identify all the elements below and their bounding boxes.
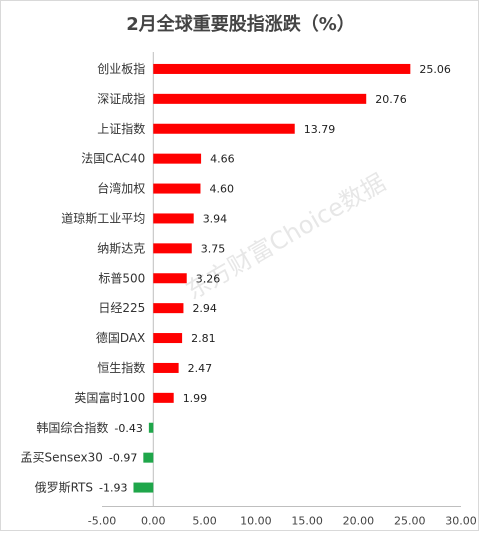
bar-12 [153,392,174,403]
category-label-12: 英国富时100 [74,390,145,405]
value-label-10: 2.81 [191,332,216,345]
bar-7 [153,243,192,254]
value-label-13: -0.43 [114,422,142,435]
category-label-8: 标普500 [98,271,145,285]
bar-15 [133,482,154,493]
x-tick-label-1: -5.00 [88,515,116,528]
x-tick-label-3: 5.00 [192,515,217,528]
value-label-8: 3.26 [196,272,221,285]
category-label-1: 创业板指 [97,61,145,76]
bar-10 [153,333,183,344]
category-label-9: 日经225 [98,301,145,315]
category-label-10: 德国DAX [96,330,145,345]
bar-8 [153,273,187,284]
bar-2 [153,93,367,104]
bar-4 [153,153,202,164]
x-tick-label-7: 25.00 [394,515,426,528]
value-label-7: 3.75 [201,242,226,255]
value-label-14: -0.97 [109,452,137,465]
bar-14 [143,452,154,463]
category-label-15: 俄罗斯RTS [35,481,93,495]
chart-title: 2月全球重要股指涨跌（%） [126,14,355,35]
category-label-7: 纳斯达克 [97,241,145,255]
x-tick-label-6: 20.00 [343,515,375,528]
value-label-11: 2.47 [188,362,213,375]
category-label-14: 孟买Sensex30 [20,451,102,465]
x-tick-label-5: 15.00 [291,515,323,528]
category-label-4: 法国CAC40 [81,152,145,166]
bar-11 [153,362,179,373]
x-tick-label-8: 30.00 [445,515,477,528]
value-label-6: 3.94 [203,212,228,225]
value-label-1: 25.06 [419,63,451,76]
bar-13 [148,422,154,433]
bar-1 [153,63,411,74]
category-label-6: 道琼斯工业平均 [61,210,145,225]
bar-5 [153,183,201,194]
bar-9 [153,303,184,314]
category-label-13: 韩国综合指数 [36,420,108,435]
value-label-12: 1.99 [183,392,208,405]
value-label-4: 4.66 [210,153,235,166]
category-label-3: 上证指数 [97,121,145,136]
value-label-2: 20.76 [375,93,407,106]
x-tick-label-2: 0.00 [141,515,166,528]
value-label-9: 2.94 [192,302,217,315]
bar-3 [153,123,295,134]
value-label-5: 4.60 [209,183,234,196]
category-label-11: 恒生指数 [97,360,145,375]
value-label-15: -1.93 [99,482,127,495]
bar-6 [153,213,194,224]
category-label-5: 台湾加权 [97,181,145,196]
x-tick-label-4: 10.00 [240,515,272,528]
value-label-3: 13.79 [304,123,336,136]
category-label-2: 深证成指 [97,91,145,106]
